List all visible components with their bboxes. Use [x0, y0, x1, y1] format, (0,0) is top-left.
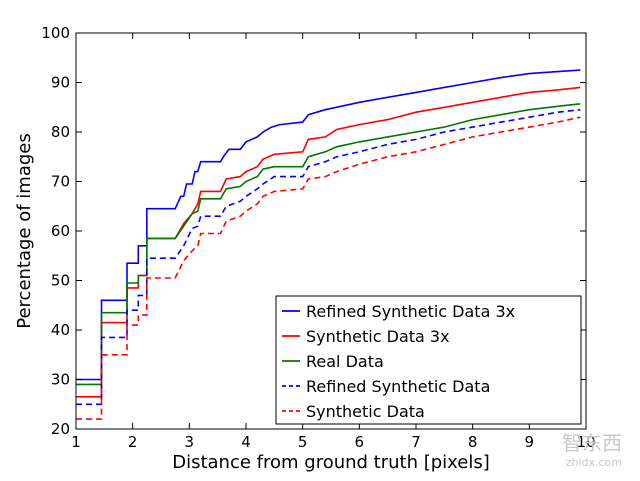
series-line-5 — [76, 116, 581, 420]
x-tick-label: 10 — [576, 433, 595, 451]
watermark: 智东西 zhidx.com — [562, 431, 622, 469]
series-line-1 — [76, 69, 581, 381]
legend-box — [275, 295, 582, 425]
y-tick-label: 50 — [51, 272, 70, 290]
x-tick-label: 8 — [468, 433, 478, 451]
legend-label-1: Refined Synthetic Data 3x — [306, 302, 515, 321]
y-tick-label: 40 — [51, 321, 70, 339]
series-line-4 — [76, 108, 581, 406]
x-tick-label: 1 — [71, 433, 81, 451]
ticks-layer: 1 2 3 4 5 6 7 8 9 10 20 30 40 50 60 70 80 90 100 — [41, 24, 595, 451]
y-tick-label: 60 — [51, 222, 70, 240]
legend-label-2: Synthetic Data 3x — [306, 327, 450, 346]
legend: Refined Synthetic Data 3x Synthetic Data … — [275, 295, 582, 425]
series-layer — [76, 69, 581, 420]
y-tick-label: 100 — [41, 24, 70, 42]
x-tick-label: 3 — [185, 433, 195, 451]
x-tick-label: 6 — [355, 433, 365, 451]
x-tick-label: 7 — [411, 433, 421, 451]
legend-label-5: Synthetic Data — [306, 402, 425, 421]
y-tick-label: 90 — [51, 74, 70, 92]
x-tick-label: 5 — [298, 433, 308, 451]
y-tick-label: 30 — [51, 371, 70, 389]
x-axis-label: Distance from ground truth [pixels] — [172, 452, 490, 473]
legend-label-4: Refined Synthetic Data — [306, 377, 490, 396]
y-axis-label: Percentage of images — [14, 133, 35, 329]
legend-label-3: Real Data — [306, 352, 384, 371]
watermark-brand: 智东西 — [562, 431, 622, 455]
y-tick-label: 80 — [51, 123, 70, 141]
x-tick-label: 9 — [525, 433, 535, 451]
x-tick-label: 2 — [128, 433, 138, 451]
series-line-3 — [76, 103, 581, 386]
y-tick-label: 70 — [51, 173, 70, 191]
x-tick-label: 4 — [241, 433, 251, 451]
watermark-url: zhidx.com — [566, 456, 622, 469]
y-tick-label: 20 — [51, 420, 70, 438]
